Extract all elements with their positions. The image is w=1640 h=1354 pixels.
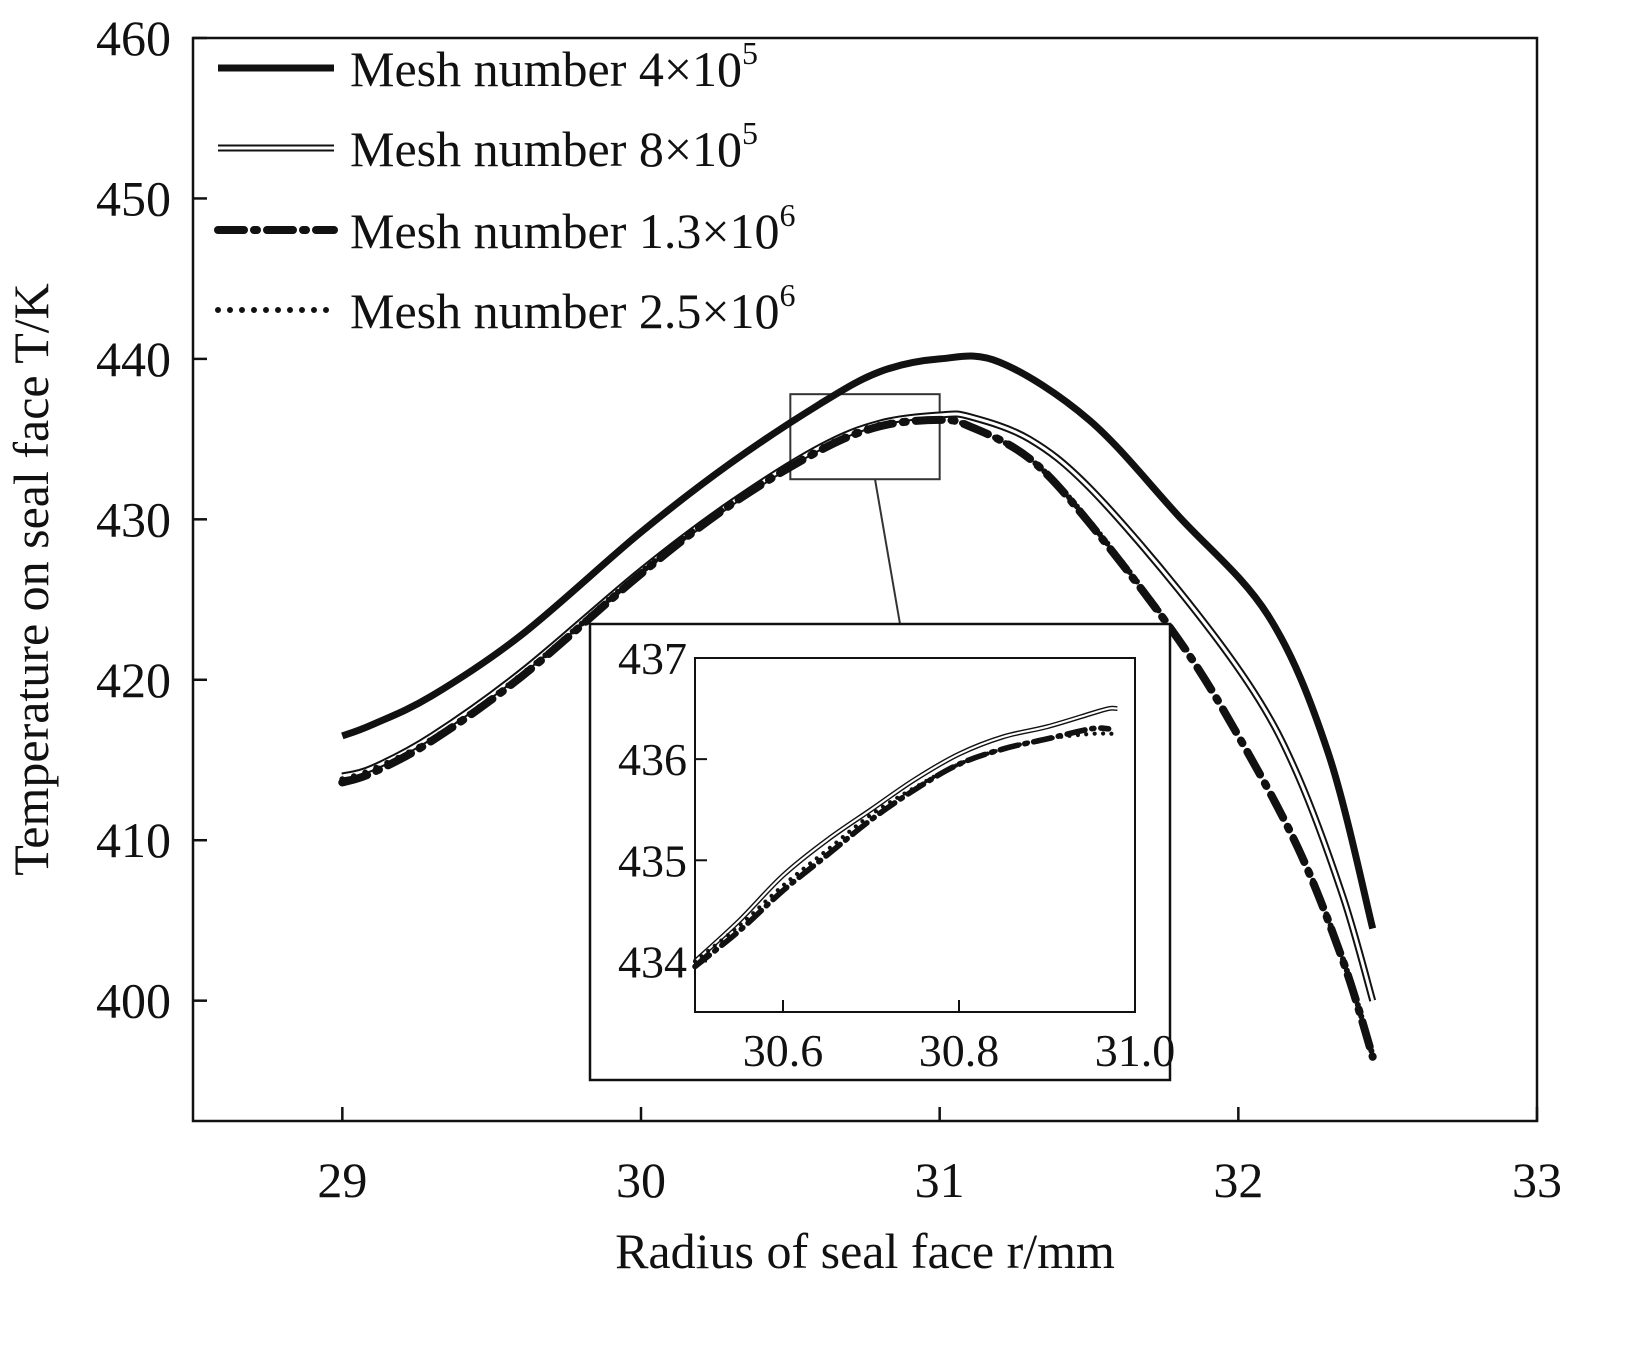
- legend-exponent-2: 5: [742, 115, 758, 151]
- x-axis-title: Radius of seal face r/mm: [615, 1223, 1115, 1279]
- inset-outer-frame: [588, 622, 1172, 1082]
- legend-label-4: Mesh number 2.5×106: [350, 277, 796, 339]
- inset-series-3-dotted-stroke-1: [692, 731, 1120, 964]
- x-tick-label-2: 30: [616, 1152, 666, 1208]
- y-tick-label-1: 400: [96, 973, 171, 1029]
- inset-series-3-dotted: [692, 731, 1120, 964]
- zoom-region-box: [789, 393, 941, 625]
- inset-y-tick-label-4: 437: [618, 633, 687, 684]
- legend-exponent-1: 5: [742, 35, 758, 71]
- series-mesh-number-4-10-5: [341, 352, 1377, 930]
- y-tick-label-5: 440: [96, 331, 171, 387]
- legend-label-2: Mesh number 8×105: [350, 115, 758, 177]
- legend-exponent-4: 6: [780, 277, 796, 313]
- legend-exponent-3: 6: [780, 197, 796, 233]
- x-tick-label-5: 33: [1512, 1152, 1562, 1208]
- inset-y-tick-label-3: 436: [618, 734, 687, 785]
- legend-entry-4: Mesh number 2.5×106: [215, 277, 796, 339]
- series-mesh-number-2-5-10-6: [339, 416, 1376, 1059]
- x-tick-label-3: 31: [915, 1152, 965, 1208]
- x-tick-label-1: 29: [317, 1152, 367, 1208]
- zoom-leader-line: [874, 479, 901, 625]
- y-tick-label-3: 420: [96, 652, 171, 708]
- inset-series-1-double-line-stroke-2: [694, 707, 1118, 963]
- inset-y-tick-label-1: 434: [618, 936, 687, 987]
- inset-x-tick-label-1: 30.6: [743, 1025, 824, 1076]
- legend-entry-1: Mesh number 4×105: [218, 35, 758, 97]
- series-mesh-number-2-5-10-6-stroke-1: [339, 416, 1376, 1059]
- inset-series-1-double-line: [693, 705, 1118, 964]
- legend-label-3: Mesh number 1.3×106: [350, 197, 796, 259]
- legend-label-1: Mesh number 4×105: [350, 35, 758, 97]
- y-tick-label-6: 450: [96, 170, 171, 226]
- legend-entry-3: Mesh number 1.3×106: [214, 197, 796, 259]
- legend: Mesh number 4×105 Mesh number 8×105 Mesh n…: [214, 35, 796, 339]
- main-series-group: [338, 352, 1377, 1061]
- y-tick-label-2: 410: [96, 812, 171, 868]
- legend-entry-2: Mesh number 8×105: [218, 115, 758, 177]
- inset-x-tick-label-2: 30.8: [919, 1025, 1000, 1076]
- plot-frame: [191, 36, 1539, 1123]
- inset-x-tick-label-3: 31.0: [1095, 1025, 1176, 1076]
- series-mesh-number-4-10-5-stroke-1: [341, 352, 1377, 930]
- inset-y-tick-label-2: 435: [618, 835, 687, 886]
- y-axis-title: Temperature on seal face T/K: [3, 283, 59, 876]
- main-axes: 29 30 31 32 33 400 410 420 430 440 450 460: [96, 10, 1562, 1208]
- inset-plot-frame: [694, 657, 1136, 1013]
- x-tick-label-4: 32: [1213, 1152, 1263, 1208]
- zoom-rectangle: [789, 393, 941, 481]
- inset-chart: 30.6 30.8 31.0 434 435 436 437: [588, 622, 1176, 1082]
- y-tick-label-7: 460: [96, 10, 171, 66]
- y-tick-label-4: 430: [96, 491, 171, 547]
